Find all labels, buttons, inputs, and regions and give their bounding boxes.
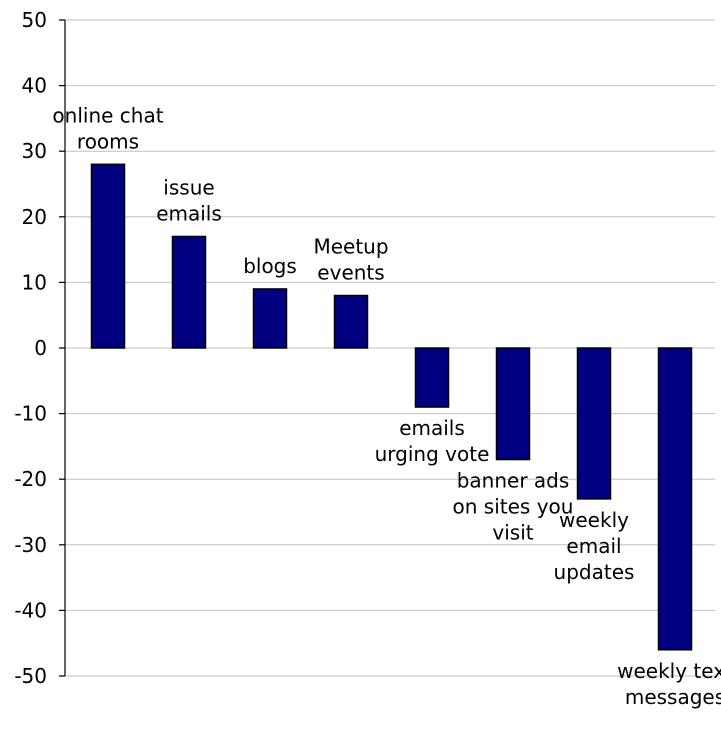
y-tick-label: 50: [22, 8, 47, 32]
y-tick-label: -10: [14, 402, 47, 426]
y-tick-label: -50: [14, 664, 47, 688]
y-tick-label: 30: [22, 139, 47, 163]
y-tick-label: 40: [22, 74, 47, 98]
bar: [171, 235, 207, 349]
bar-data-label: Meetup events: [313, 235, 388, 285]
y-axis-tick-labels: 50 40 30 20 10 0 -10 -20 -30 -40 -50: [14, 8, 47, 688]
bar-data-label: issue emails: [156, 175, 222, 225]
bar-data-label: weekly email updates: [554, 508, 635, 584]
y-tick-label: 20: [22, 205, 47, 229]
bar: [495, 347, 531, 461]
bar: [252, 288, 288, 349]
bar: [657, 347, 693, 651]
bar: [414, 347, 450, 408]
y-tick-label: 10: [22, 270, 47, 294]
bar: [333, 294, 369, 349]
bar-data-label: blogs: [243, 254, 297, 278]
bars: [90, 163, 693, 651]
y-tick-label: -30: [14, 533, 47, 557]
bar: [576, 347, 612, 500]
y-tick-label: -20: [14, 467, 47, 491]
bar-labels: online chat rooms issue emails blogs Meetup ev…: [52, 103, 721, 708]
y-tick-label: -40: [14, 598, 47, 622]
bar-data-label: banner ads on sites you visit: [453, 469, 574, 545]
bar-data-label: weekly textmessages: [617, 659, 721, 709]
y-tick-label: 0: [34, 336, 47, 360]
bar-data-label: emails urging vote: [375, 416, 490, 466]
bar: [90, 163, 126, 349]
bar-data-label: online chat rooms: [52, 103, 163, 153]
